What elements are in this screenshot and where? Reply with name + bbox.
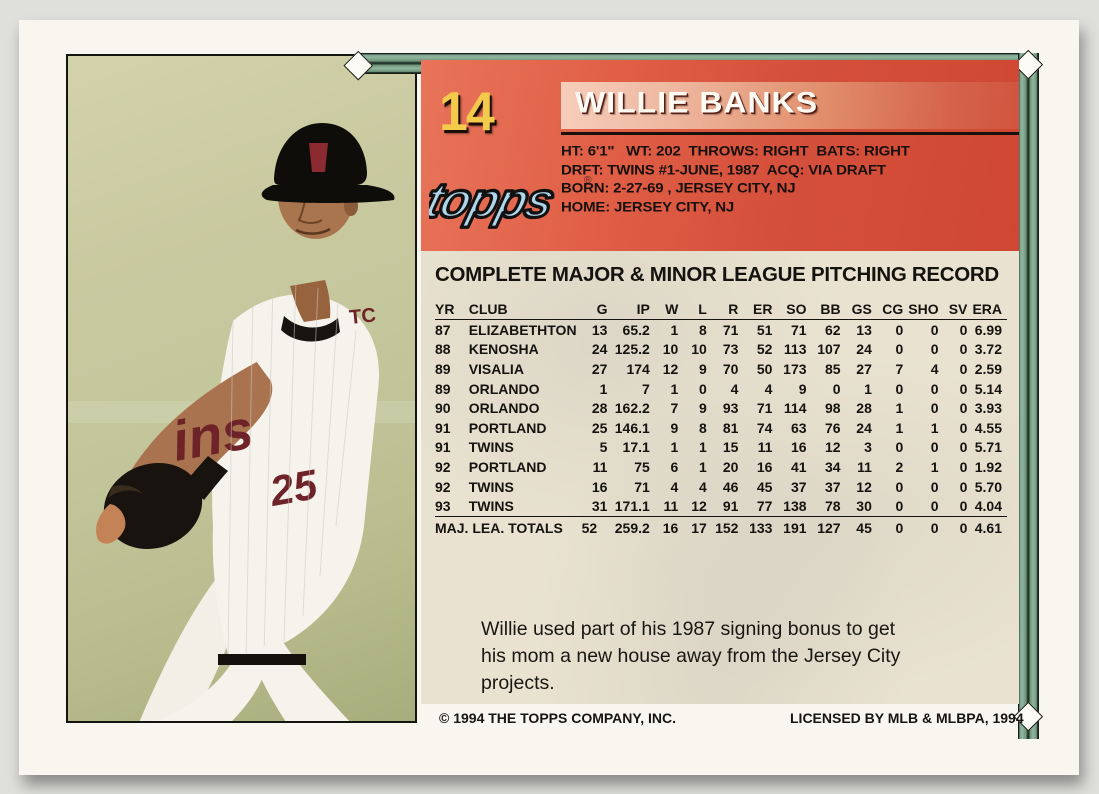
svg-text:TC: TC	[348, 304, 377, 329]
svg-text:25: 25	[265, 460, 321, 515]
svg-text:topps: topps	[429, 172, 560, 228]
